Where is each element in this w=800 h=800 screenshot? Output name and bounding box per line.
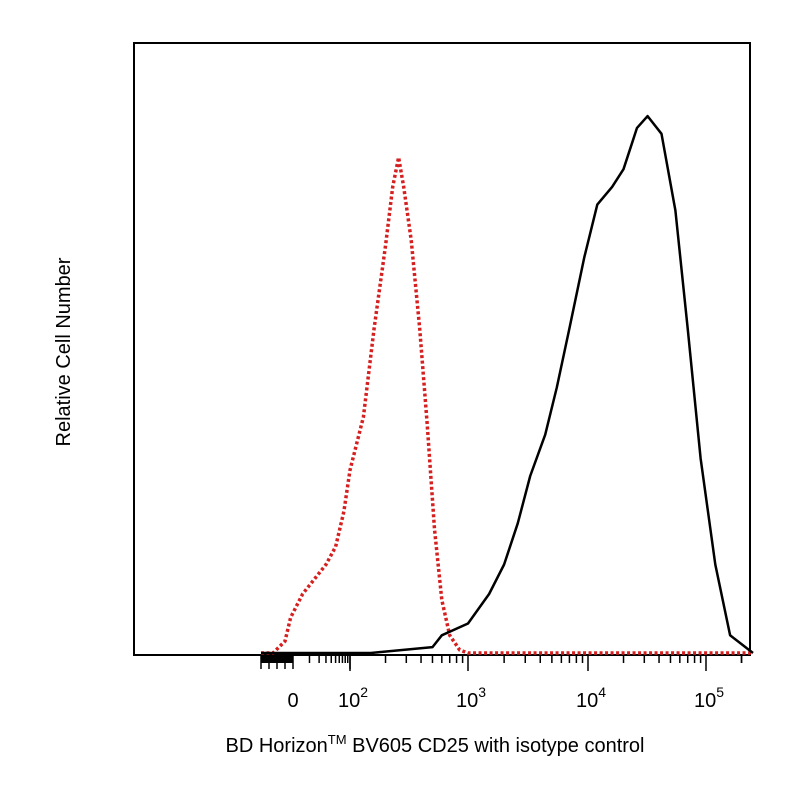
plot-frame bbox=[133, 42, 751, 656]
x-tick-label: 102 bbox=[338, 684, 368, 712]
x-tick-label: 104 bbox=[576, 684, 606, 712]
x-axis-title: BD HorizonTM BV605 CD25 with isotype con… bbox=[226, 732, 645, 757]
series-layer bbox=[261, 114, 754, 655]
x-tick-label: 103 bbox=[456, 684, 486, 712]
x-tick-labels: 0 102 103 104 105 bbox=[287, 684, 724, 712]
y-axis-title: Relative Cell Number bbox=[53, 257, 75, 446]
isotype-control-histogram-line bbox=[261, 155, 753, 655]
x-tick-label: 105 bbox=[694, 684, 724, 712]
x-axis-title-rest: BV605 CD25 with isotype control bbox=[347, 735, 645, 757]
cd25-stained-histogram-line bbox=[261, 114, 754, 655]
x-axis-title-main: BD Horizon bbox=[226, 735, 328, 757]
x-minor-ticks bbox=[260, 655, 743, 671]
x-tick-label: 0 bbox=[287, 690, 298, 712]
x-axis-title-superscript: TM bbox=[328, 732, 347, 747]
